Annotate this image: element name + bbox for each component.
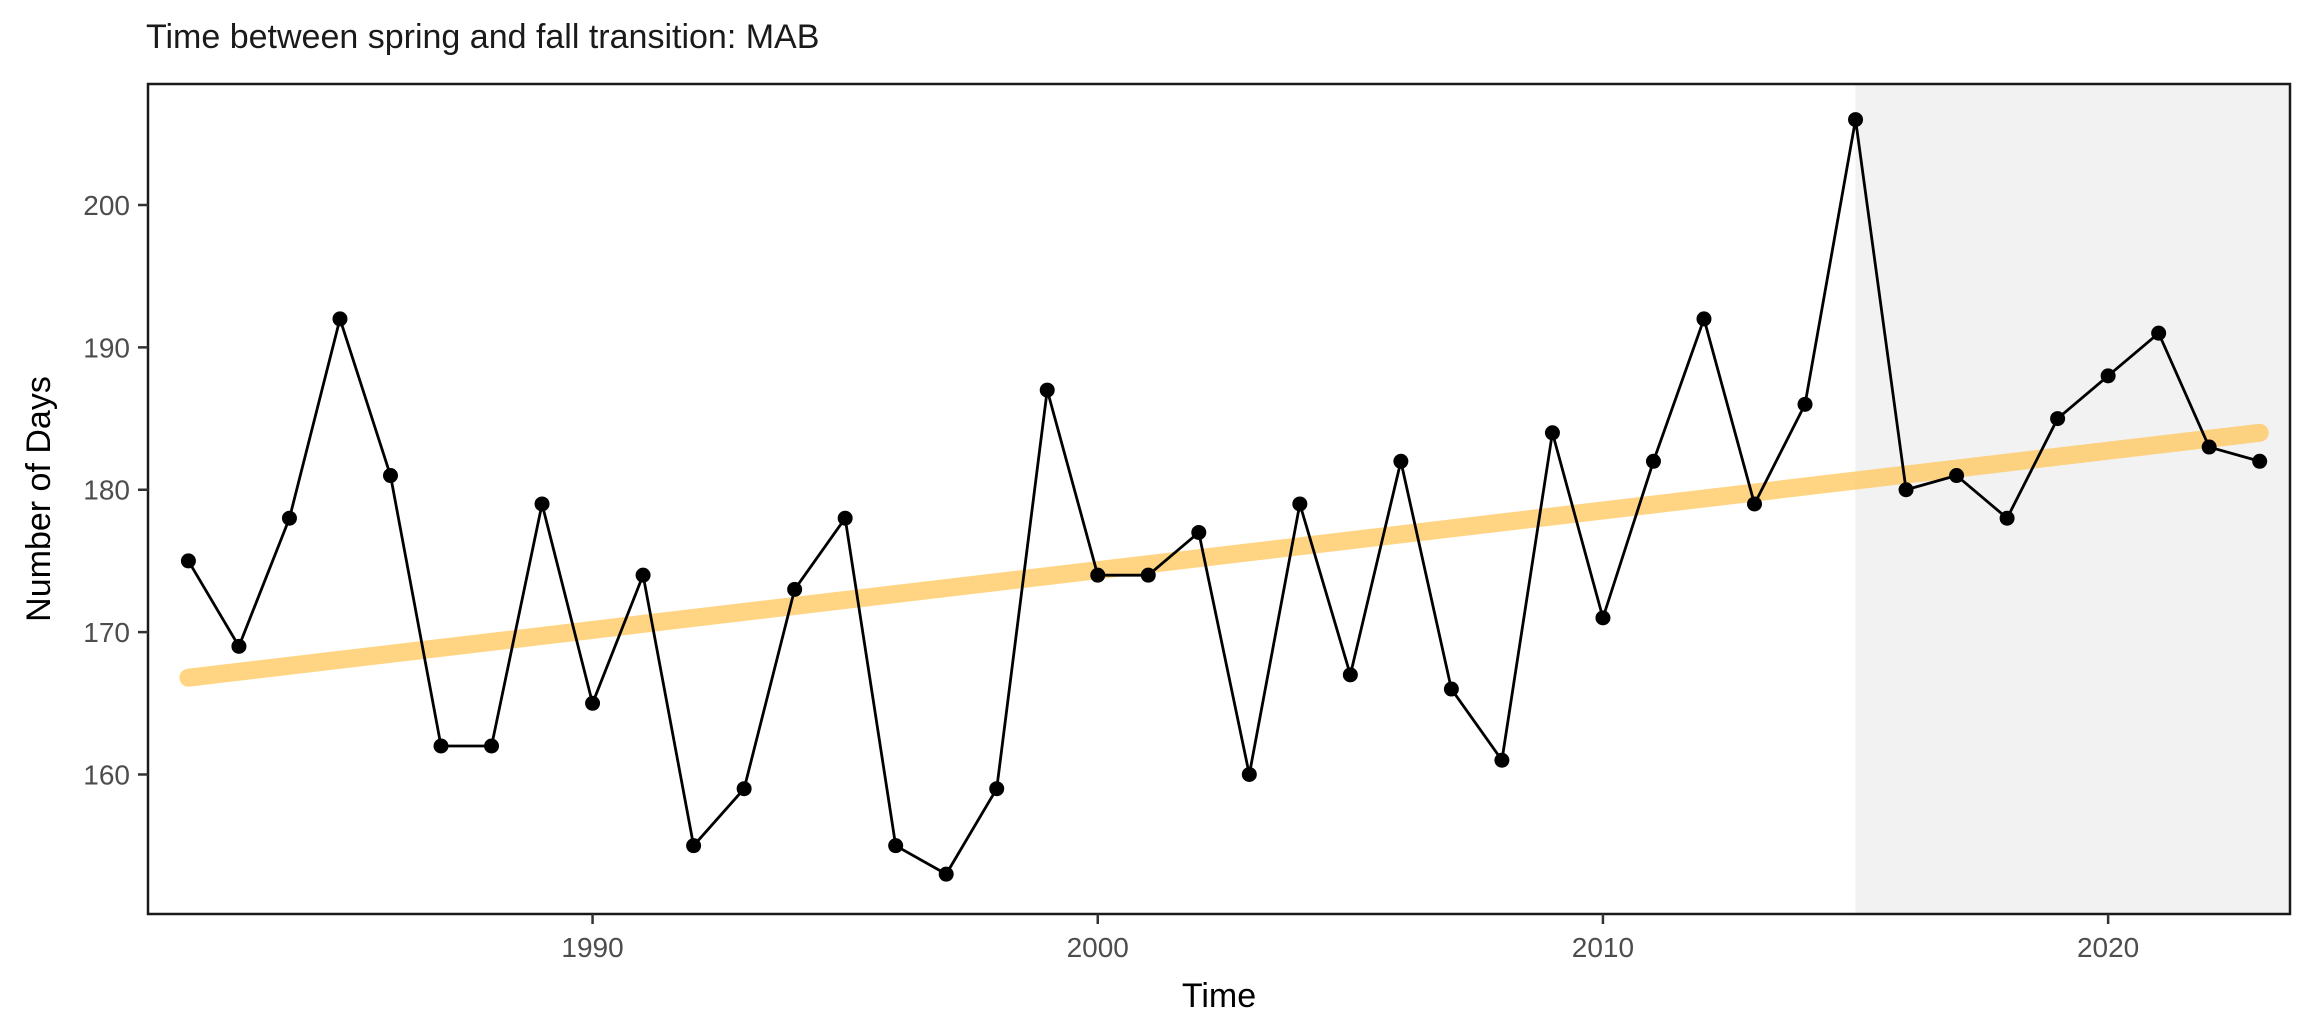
y-tick-label: 190 [83,332,130,363]
data-point [2151,325,2167,341]
data-point [585,695,601,711]
data-point [787,581,803,597]
data-point [1191,524,1207,540]
data-point [1595,610,1611,626]
data-point [2252,453,2268,469]
y-tick-label: 160 [83,759,130,790]
data-point [1949,468,1965,484]
data-point [635,567,651,583]
data-point [1797,396,1813,412]
shaded-region [1855,84,2290,914]
data-point [938,866,954,882]
data-point [888,838,904,854]
data-point [1090,567,1106,583]
data-point [1241,766,1257,782]
plot-panel-border [146,82,2292,916]
data-point [433,738,449,754]
trend-line [179,423,2269,687]
data-point [1140,567,1156,583]
data-point [231,638,247,654]
x-tick-label: 1990 [561,932,623,963]
data-point [1393,453,1409,469]
data-point [837,510,853,526]
data-point [281,510,297,526]
data-point [1848,112,1864,128]
data-point [1645,453,1661,469]
data-point [1999,510,2015,526]
data-point [1898,482,1914,498]
data-point [1292,496,1308,512]
data-point [1342,667,1358,683]
data-point [484,738,500,754]
y-tick-label: 180 [83,475,130,506]
series-line [187,118,2261,876]
data-point [180,553,196,569]
data-point [1544,425,1560,441]
x-tick-label: 2020 [2077,932,2139,963]
data-point [382,468,398,484]
y-axis-title: Number of Days [20,376,58,622]
y-tick-label: 200 [83,190,130,221]
data-point [1747,496,1762,512]
data-point [1039,382,1055,398]
data-point [2201,439,2217,455]
data-point [736,781,752,797]
x-tick-label: 2000 [1067,932,1129,963]
data-point [2100,368,2116,384]
data-point [2050,411,2066,427]
x-tick-label: 2010 [1572,932,1634,963]
data-point [989,781,1005,797]
data-point [1443,681,1459,697]
data-point [1494,752,1510,768]
data-point [332,311,348,327]
data-point [1696,311,1712,327]
y-tick-label: 170 [83,617,130,648]
chart-title: Time between spring and fall transition:… [146,18,820,56]
x-axis-title: Time [1182,977,1256,1015]
data-point [686,838,702,854]
data-point [534,496,550,512]
